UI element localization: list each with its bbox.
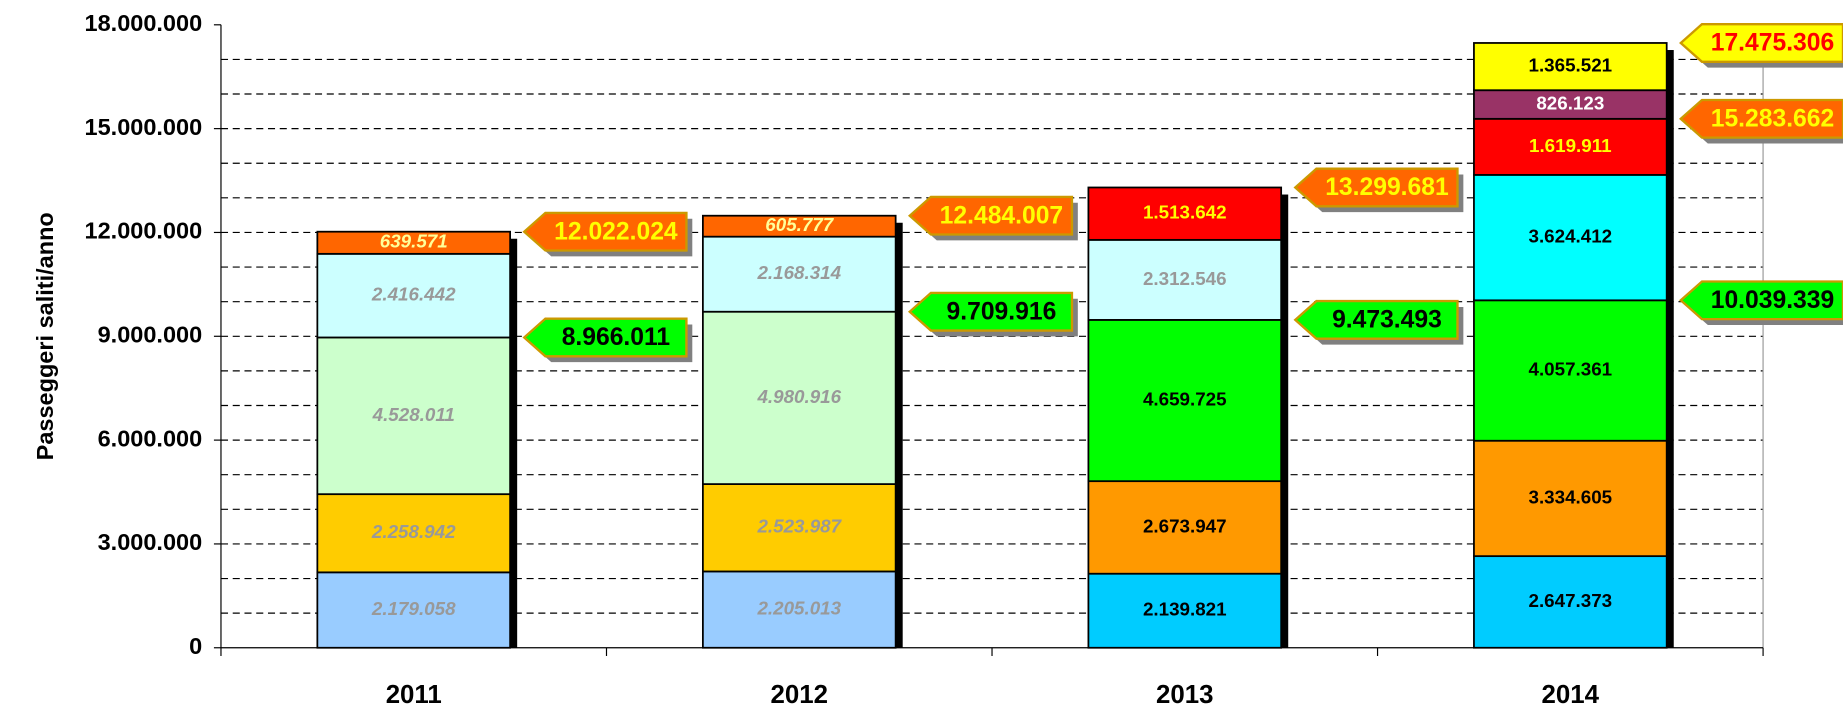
bar-segment — [316, 230, 511, 255]
value-label: 2.523.987 — [756, 516, 842, 537]
x-tick-label: 2012 — [771, 681, 829, 709]
bar-shadow — [1666, 50, 1674, 648]
value-label: 2.416.442 — [371, 284, 456, 305]
bar-segment — [1087, 238, 1283, 321]
callout — [1679, 22, 1843, 63]
y-tick-label: 3.000.000 — [98, 529, 203, 555]
y-tick-label: 15.000.000 — [85, 114, 203, 140]
value-label: 605.777 — [765, 214, 834, 235]
value-label: 2.205.013 — [756, 598, 841, 619]
bar-segment — [1473, 117, 1668, 176]
bar-segment — [1473, 42, 1668, 92]
bar-segment — [316, 252, 511, 339]
bar-segment — [1087, 572, 1283, 649]
x-tick-label: 2014 — [1542, 681, 1600, 709]
bar-segment — [1087, 319, 1283, 483]
y-tick-label: 9.000.000 — [98, 321, 203, 347]
x-tick-label: 2011 — [386, 681, 442, 709]
callout-label: 8.966.011 — [562, 324, 671, 351]
value-label: 1.365.521 — [1528, 55, 1612, 76]
y-tick-label: 18.000.000 — [85, 10, 203, 36]
value-label: 2.258.942 — [371, 521, 456, 542]
bar-shadow — [1281, 194, 1289, 648]
value-label: 3.624.412 — [1528, 226, 1612, 247]
bar-segment — [701, 214, 897, 238]
value-label: 4.659.725 — [1143, 388, 1227, 409]
y-tick-label: 0 — [189, 633, 202, 659]
bar-segment — [1473, 555, 1668, 649]
bar-segment — [1087, 186, 1283, 241]
bar-segment — [701, 235, 897, 313]
bar-segment — [316, 336, 511, 496]
callout-label: 12.484.007 — [940, 202, 1063, 229]
callout — [522, 211, 688, 252]
bar-segment — [701, 310, 897, 485]
callout-label: 15.283.662 — [1711, 106, 1834, 133]
value-label: 2.168.314 — [756, 262, 841, 283]
x-tick-label: 2013 — [1156, 681, 1214, 709]
value-label: 4.980.916 — [756, 386, 841, 407]
callout-label: 13.299.681 — [1325, 174, 1449, 201]
callout-label: 10.039.339 — [1711, 287, 1834, 314]
bar-shadow — [895, 222, 903, 648]
bar-segment — [1087, 480, 1283, 575]
value-label: 639.571 — [380, 231, 448, 252]
bar-segment — [1473, 299, 1668, 442]
callout — [1293, 299, 1459, 340]
callout — [1293, 167, 1459, 208]
value-label: 3.334.605 — [1528, 486, 1612, 507]
callout-label: 9.473.493 — [1332, 307, 1442, 334]
bar-segment — [1473, 439, 1668, 558]
callout — [1679, 280, 1843, 321]
callout — [522, 317, 688, 358]
bar-shadow — [510, 238, 518, 648]
value-label: 2.673.947 — [1143, 515, 1227, 536]
value-label: 2.312.546 — [1143, 268, 1227, 289]
bar-segment — [1473, 173, 1668, 302]
value-label: 1.513.642 — [1143, 202, 1227, 223]
y-axis-label: Passeggeri saliti/anno — [32, 212, 58, 460]
bar-segment — [701, 483, 897, 573]
value-label: 4.057.361 — [1528, 358, 1612, 379]
callout-label: 12.022.024 — [554, 218, 678, 245]
callout-label: 17.475.306 — [1711, 30, 1834, 57]
callout — [907, 195, 1074, 236]
value-label: 1.619.911 — [1529, 135, 1612, 156]
value-label: 2.139.821 — [1143, 599, 1227, 620]
y-tick-label: 6.000.000 — [98, 425, 203, 451]
callout-label: 9.709.916 — [947, 298, 1057, 325]
callout — [907, 291, 1074, 332]
callout — [1679, 98, 1843, 139]
value-label: 2.179.058 — [371, 598, 456, 619]
value-label: 826.123 — [1536, 92, 1604, 113]
value-label: 2.647.373 — [1528, 590, 1612, 611]
y-tick-label: 12.000.000 — [85, 218, 203, 244]
value-label: 4.528.011 — [372, 404, 455, 425]
